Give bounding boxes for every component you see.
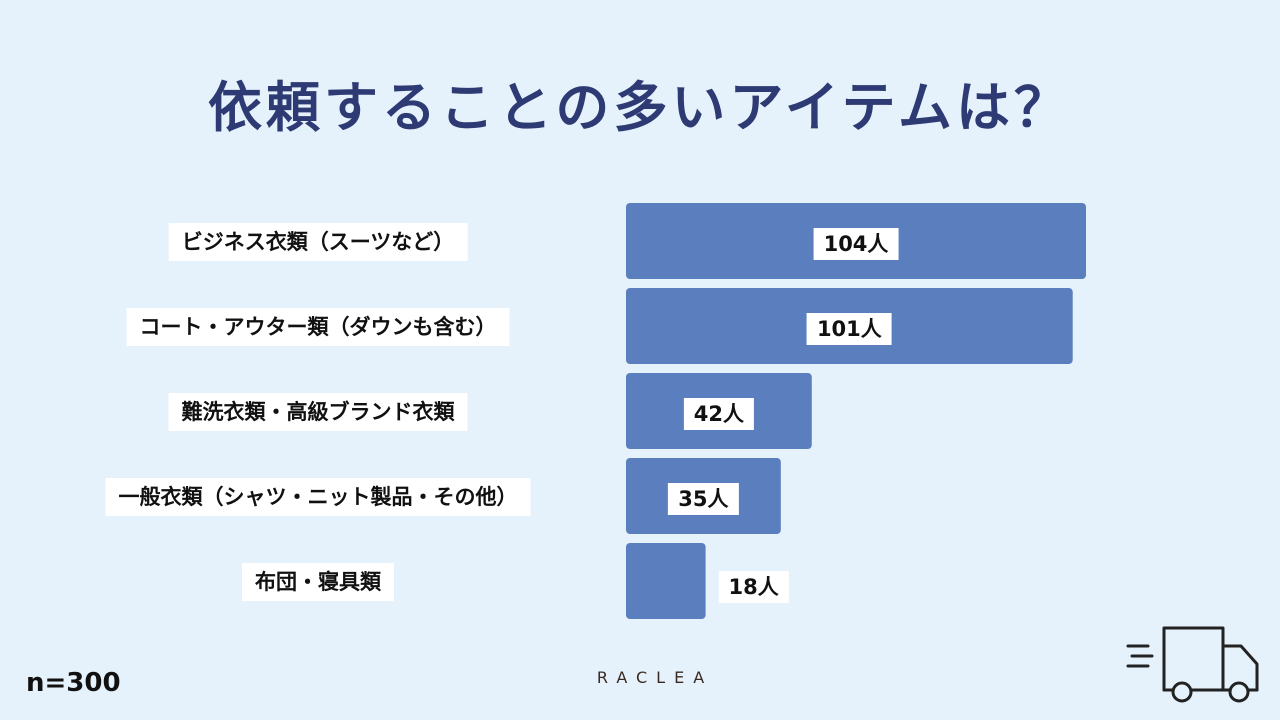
- value-label: 104人: [813, 228, 899, 260]
- category-label: ビジネス衣類（スーツなど）: [168, 223, 468, 261]
- category-label: 布団・寝具類: [242, 563, 394, 601]
- value-label: 101人: [806, 313, 892, 345]
- delivery-truck-icon: [1126, 626, 1259, 703]
- chart-title: 依頼することの多いアイテムは？: [207, 76, 1073, 139]
- brand-logo: RACLEA: [596, 668, 714, 687]
- bar-5: [626, 543, 706, 619]
- value-label: 35人: [668, 483, 739, 515]
- category-label: コート・アウター類（ダウンも含む）: [126, 308, 510, 346]
- value-label: 18人: [718, 571, 789, 603]
- sample-size-label: n=300: [26, 668, 121, 698]
- category-label: 難洗衣類・高級ブランド衣類: [168, 393, 468, 431]
- category-label: 一般衣類（シャツ・ニット製品・その他）: [105, 478, 531, 516]
- value-label: 42人: [683, 398, 754, 430]
